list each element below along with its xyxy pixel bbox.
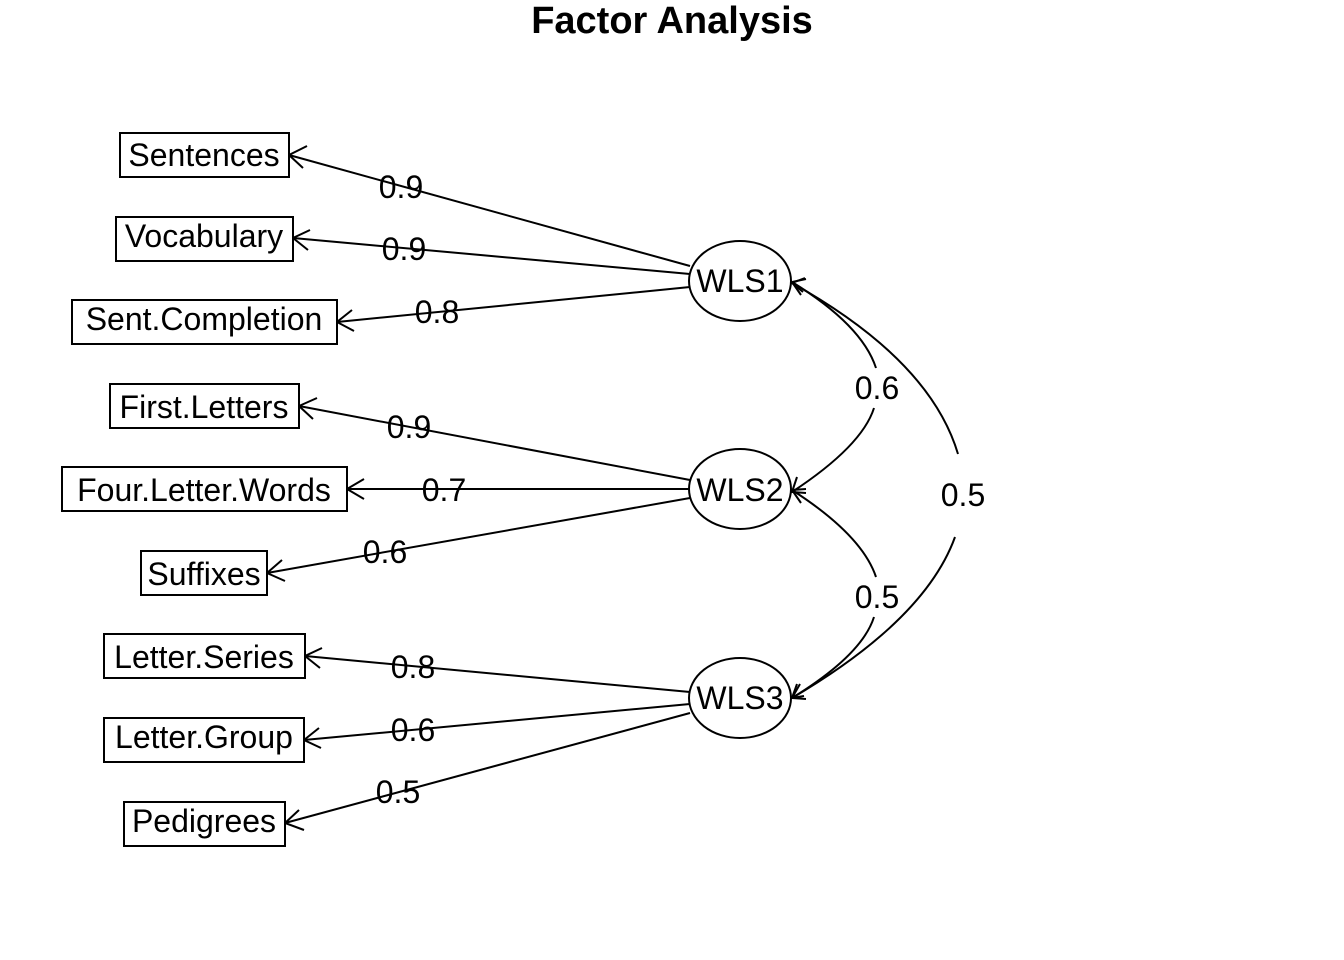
indicator-box-letter-series	[103, 633, 306, 679]
correlation-labels: 0.6 0.5 0.5	[855, 370, 985, 615]
indicator-label-four-letter-words: Four.Letter.Words	[77, 472, 331, 508]
loading-label-suffixes: 0.6	[363, 534, 407, 570]
factor-label-wls1: WLS1	[696, 263, 783, 299]
indicator-label-pedigrees: Pedigrees	[132, 803, 276, 839]
curve-wls1-wls3-upper	[791, 282, 959, 455]
curve-wls1-wls3-lower	[791, 536, 956, 699]
curve-wls1-wls2-upper	[791, 281, 877, 369]
loading-label-four-letter-words: 0.7	[422, 472, 466, 508]
factor-label-wls2: WLS2	[696, 472, 783, 508]
loading-label-sentences: 0.9	[379, 169, 423, 205]
edge-wls1-sentences	[288, 154, 691, 267]
loading-label-first-letters: 0.9	[387, 409, 431, 445]
loading-label-vocabulary: 0.9	[382, 231, 426, 267]
edge-wls3-pedigrees	[284, 712, 691, 824]
edge-wls2-suffixes	[266, 497, 691, 574]
factor-node-wls1	[688, 240, 792, 322]
arrowhead-corr-wls2-top	[790, 488, 807, 504]
factor-node-wls3	[688, 657, 792, 739]
loading-label-pedigrees: 0.5	[376, 774, 420, 810]
diagram-title: Factor Analysis	[531, 0, 813, 42]
indicator-boxes: Sentences Vocabulary Sent.Completion Fir…	[61, 132, 348, 847]
indicator-box-pedigrees	[123, 801, 286, 847]
loading-label-sent-completion: 0.8	[415, 294, 459, 330]
indicator-label-first-letters: First.Letters	[120, 389, 289, 425]
indicator-label-letter-group: Letter.Group	[115, 719, 293, 755]
indicator-box-first-letters	[109, 383, 300, 429]
edge-wls1-vocabulary	[292, 237, 691, 275]
curve-wls2-wls3-lower	[791, 616, 875, 699]
loading-edges	[265, 145, 691, 831]
correlation-curves	[790, 277, 959, 700]
indicator-box-vocabulary	[115, 216, 294, 262]
indicator-label-letter-series: Letter.Series	[114, 639, 294, 675]
correlation-label-wls1-wls3: 0.5	[941, 477, 985, 513]
indicator-box-sent-completion	[71, 299, 338, 345]
correlation-label-wls2-wls3: 0.5	[855, 579, 899, 615]
loading-labels: 0.9 0.9 0.8 0.9 0.7 0.6 0.8 0.6 0.5	[363, 169, 466, 810]
arrowhead-corr-wls1-outer	[790, 277, 806, 293]
curve-wls1-wls2-lower	[791, 407, 875, 493]
edge-wls3-letter-group	[303, 703, 691, 741]
correlation-label-wls1-wls2: 0.6	[855, 370, 899, 406]
loading-label-letter-series: 0.8	[391, 649, 435, 685]
indicator-box-letter-group	[103, 717, 305, 763]
indicator-box-suffixes	[140, 550, 268, 596]
edge-wls2-first-letters	[298, 405, 691, 481]
loading-label-letter-group: 0.6	[391, 712, 435, 748]
indicator-label-sentences: Sentences	[128, 137, 279, 173]
indicator-box-four-letter-words	[61, 466, 348, 512]
edge-wls1-sent-completion	[336, 286, 691, 323]
factor-nodes: WLS1 WLS2 WLS3	[688, 240, 792, 739]
indicator-box-sentences	[119, 132, 290, 178]
edge-wls3-letter-series	[304, 655, 691, 693]
indicator-label-vocabulary: Vocabulary	[125, 218, 283, 254]
factor-label-wls3: WLS3	[696, 680, 783, 716]
curve-wls2-wls3-upper	[791, 489, 877, 578]
arrowhead-corr-wls2-from-wls1	[790, 476, 807, 494]
indicator-label-sent-completion: Sent.Completion	[86, 301, 323, 337]
factor-node-wls2	[688, 448, 792, 530]
indicator-label-suffixes: Suffixes	[147, 556, 260, 592]
